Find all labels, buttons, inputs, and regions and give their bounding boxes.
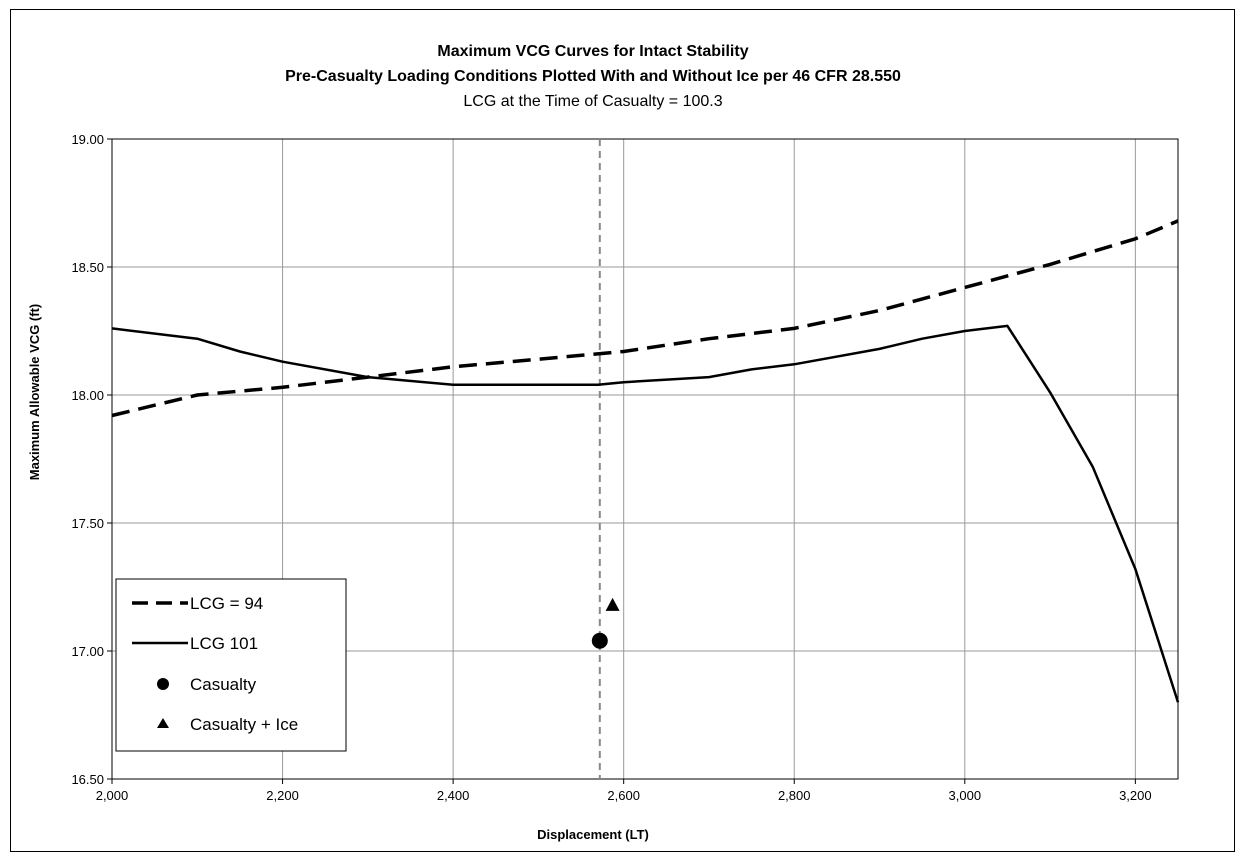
legend: LCG = 94 LCG 101 Casualty Casualty + Ice [116,579,346,751]
y-axis-label: Maximum Allowable VCG (ft) [27,304,42,480]
chart-title: Maximum VCG Curves for Intact Stability [437,43,748,60]
x-tick-label: 3,000 [949,788,982,803]
x-axis-label: Displacement (LT) [537,827,649,842]
point-casualty-ice [606,598,620,611]
y-tick-label: 17.50 [71,516,104,531]
x-tick-label: 2,800 [778,788,811,803]
y-tick-label: 18.00 [71,388,104,403]
y-tick-label: 16.50 [71,772,104,787]
x-tick-label: 3,200 [1119,788,1152,803]
legend-label-casualty: Casualty [190,675,257,694]
chart-subtitle: Pre-Casualty Loading Conditions Plotted … [285,68,901,85]
y-tick-label: 18.50 [71,260,104,275]
chart-svg: Maximum VCG Curves for Intact Stability … [11,10,1236,853]
legend-label-lcg-101: LCG 101 [190,634,258,653]
series-line-lcg-94 [112,221,1178,416]
x-tick-label: 2,200 [266,788,299,803]
x-tick-label: 2,600 [607,788,640,803]
y-tick-label: 19.00 [71,132,104,147]
chart-frame: Maximum VCG Curves for Intact Stability … [10,9,1235,852]
y-tick-label: 17.00 [71,644,104,659]
chart-subtitle-2: LCG at the Time of Casualty = 100.3 [463,93,722,110]
legend-label-lcg-94: LCG = 94 [190,594,263,613]
x-tick-label: 2,400 [437,788,470,803]
legend-marker-casualty [157,678,169,690]
point-casualty [592,633,608,649]
x-tick-label: 2,000 [96,788,129,803]
legend-label-casualty-ice: Casualty + Ice [190,715,298,734]
